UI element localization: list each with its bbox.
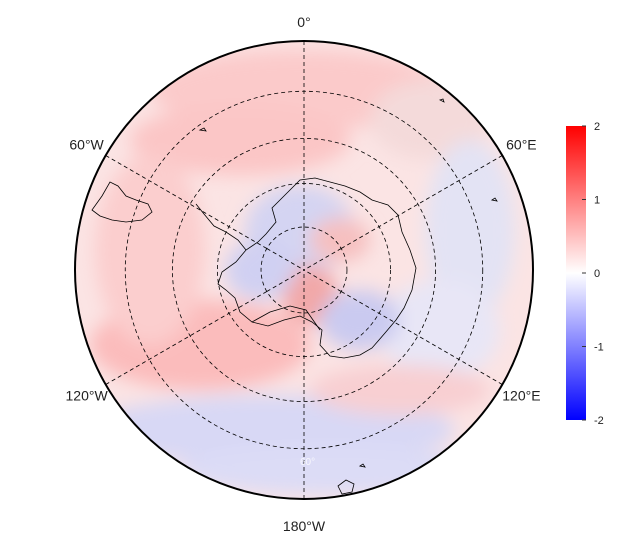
meridian-line [341,291,503,385]
coastlines [91,98,498,495]
colorbar-tick-label: -1 [594,342,604,354]
meridian-line [105,291,267,385]
longitude-label-lon-120e: 120°E [502,388,540,404]
south-america-tip [91,181,153,223]
colorbar-ticks: 2 1 0 -1 -2 [582,121,604,427]
meridian-line [105,155,267,249]
meridian-line [341,155,503,249]
colorbar-tick-label: 0 [594,268,600,280]
subantarctic-island-c [198,127,207,132]
latitude-circle [172,138,436,402]
meridian-line-inner [266,248,305,271]
meridian-line-inner [303,269,342,292]
anomaly-field [75,41,533,499]
colorbar-gradient [566,126,586,420]
latitude-circle [260,226,348,314]
new-zealand-island [337,479,355,495]
longitude-label-lon-180: 180°W [283,518,326,534]
longitude-label-lon-60e: 60°E [506,137,537,153]
colorbar-tick-label: -2 [594,415,604,427]
latitude-label: 60° [300,457,315,468]
subantarctic-island-d [438,98,445,103]
longitude-label-lon-60w: 60°W [69,137,104,153]
colorbar: 2 1 0 -1 -2 [566,121,604,427]
antarctica-coastline [217,177,417,359]
longitude-labels: 0° 60°E 120°E 180°W 120°W 60°W [66,14,541,534]
longitude-label-lon-120w: 120°W [66,388,109,404]
field-patches [85,50,515,495]
subantarctic-island-b [490,197,498,202]
colorbar-tick-label: 2 [594,121,600,133]
ross-ice-shelf [251,305,321,331]
longitude-label-lon-0: 0° [297,14,310,30]
colorbar-tick-label: 1 [594,195,600,207]
antarctic-peninsula [195,203,247,251]
map-frame [74,40,534,500]
meridian-line-inner [303,248,342,271]
meridian-line-inner [266,269,305,292]
subantarctic-island-a [358,463,366,468]
